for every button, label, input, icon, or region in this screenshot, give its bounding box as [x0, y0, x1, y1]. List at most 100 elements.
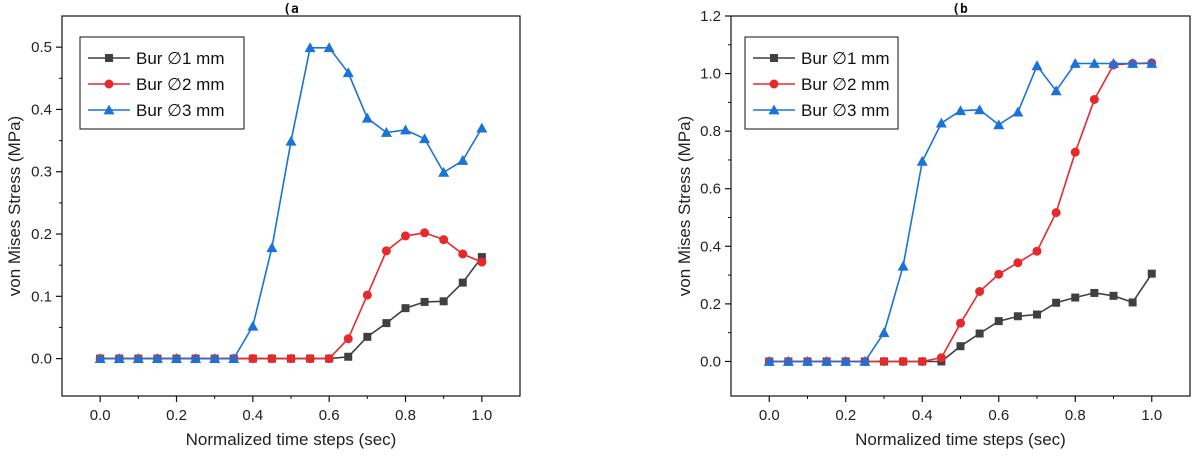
data-point — [343, 334, 353, 344]
data-point — [1108, 58, 1119, 68]
y-tick-label: 1.2 — [700, 8, 721, 25]
panel-title: (a — [283, 2, 299, 17]
data-point — [802, 355, 813, 366]
data-point — [956, 342, 965, 351]
data-point — [916, 155, 928, 166]
x-tick-label: 0.4 — [912, 407, 933, 424]
y-tick-label: 0.2 — [31, 226, 52, 243]
y-axis-title: von Mises Stress (MPa) — [675, 116, 694, 296]
data-point — [457, 155, 469, 165]
y-tick-label: 0.4 — [31, 101, 52, 118]
data-point — [324, 354, 334, 364]
legend-marker — [770, 54, 778, 62]
data-point — [1051, 208, 1061, 218]
x-axis-title: Normalized time steps (sec) — [855, 430, 1066, 449]
chart-panel-b: (b 0.0 0.2 0.4 0.6 0.8 1.0 0.0 0.2 0.4 0.6 0.8 1.0 1.… — [675, 2, 1191, 449]
data-point — [132, 353, 144, 364]
data-point — [1127, 58, 1139, 68]
data-point — [477, 253, 486, 262]
data-point — [286, 354, 296, 364]
data-point — [994, 269, 1004, 279]
y-tick-label: 0.0 — [31, 351, 52, 368]
series-line — [100, 256, 483, 360]
data-point — [380, 126, 392, 137]
data-point — [342, 67, 354, 78]
x-tick-label: 1.0 — [1141, 407, 1162, 424]
data-point — [209, 353, 221, 364]
data-point — [1147, 269, 1156, 278]
data-point — [840, 355, 852, 366]
data-point — [1071, 293, 1080, 302]
data-point — [878, 327, 890, 338]
data-point — [935, 117, 947, 128]
data-point — [975, 329, 984, 338]
data-point — [859, 355, 871, 366]
x-tick-label: 0.0 — [759, 407, 780, 424]
legend-marker — [103, 104, 115, 115]
series-line — [100, 231, 483, 360]
data-point — [362, 290, 372, 300]
data-point — [419, 133, 431, 144]
series-2 — [95, 228, 487, 364]
data-point — [897, 260, 909, 271]
data-point — [458, 278, 467, 287]
y-tick-label: 0.2 — [700, 296, 721, 313]
y-tick-label: 1.0 — [700, 66, 721, 83]
x-tick-label: 0.4 — [242, 407, 263, 424]
series-3 — [94, 42, 488, 364]
data-point — [1013, 312, 1022, 321]
data-point — [1050, 85, 1062, 96]
data-point — [1128, 298, 1137, 307]
legend-label: Bur ∅1 mm — [136, 49, 225, 68]
data-point — [323, 42, 335, 53]
data-point — [1033, 310, 1041, 319]
x-tick-label: 0.0 — [90, 407, 111, 424]
data-point — [401, 304, 410, 313]
y-tick-label: 0.0 — [700, 353, 721, 370]
data-point — [1090, 288, 1099, 297]
data-point — [956, 318, 965, 328]
data-point — [439, 235, 449, 245]
data-point — [955, 105, 966, 116]
y-axis-title: von Mises Stress (MPa) — [5, 116, 24, 296]
data-point — [113, 353, 125, 364]
data-point — [1052, 298, 1061, 307]
data-point — [898, 356, 908, 366]
data-point — [304, 42, 316, 53]
data-point — [994, 317, 1003, 326]
data-point — [1031, 60, 1043, 71]
series-3 — [763, 58, 1158, 366]
data-point — [228, 353, 240, 364]
legend-label: Bur ∅3 mm — [801, 101, 890, 120]
series-1 — [96, 253, 486, 363]
data-point — [420, 228, 430, 238]
legend-marker — [769, 79, 779, 89]
data-point — [1088, 58, 1100, 68]
data-point — [151, 353, 163, 364]
legend-marker — [104, 79, 114, 89]
data-point — [1146, 58, 1158, 68]
data-point — [344, 352, 353, 361]
legend: Bur ∅1 mm Bur ∅2 mm Bur ∅3 mm — [79, 36, 245, 130]
data-point — [266, 242, 278, 253]
x-tick-label: 0.2 — [835, 407, 856, 424]
data-point — [1069, 58, 1081, 68]
data-point — [438, 166, 450, 177]
y-tick-label: 0.3 — [31, 164, 52, 181]
data-point — [1109, 291, 1118, 300]
data-point — [1012, 106, 1024, 117]
data-point — [248, 354, 258, 364]
data-point — [400, 124, 411, 135]
x-axis-title: Normalized time steps (sec) — [186, 430, 397, 449]
data-point — [401, 231, 410, 241]
legend-marker — [768, 104, 780, 115]
data-point — [382, 319, 391, 328]
y-tick-label: 0.1 — [31, 288, 52, 305]
legend: Bur ∅1 mm Bur ∅2 mm Bur ∅3 mm — [744, 36, 899, 130]
x-tick-label: 0.6 — [319, 407, 340, 424]
legend-label: Bur ∅2 mm — [136, 75, 225, 94]
legend-label: Bur ∅1 mm — [801, 49, 890, 68]
x-tick-label: 0.6 — [988, 407, 1009, 424]
data-point — [305, 354, 315, 364]
